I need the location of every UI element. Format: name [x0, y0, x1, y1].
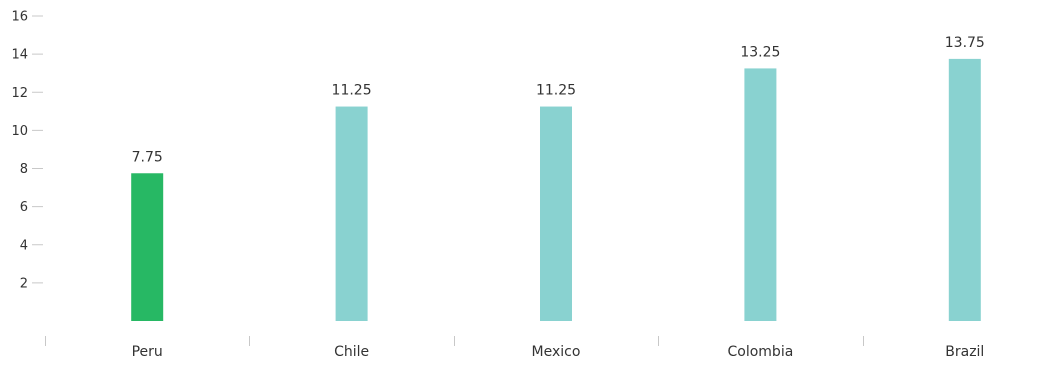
data-label: 11.25 — [536, 83, 576, 99]
bars-group — [131, 58, 981, 321]
y-tick-label: 6 — [20, 200, 28, 215]
bar-brazil — [948, 58, 981, 321]
bar-peru — [131, 173, 164, 321]
x-tick-label: Peru — [132, 344, 163, 360]
y-tick-label: 2 — [20, 276, 28, 291]
bar-mexico — [540, 106, 572, 321]
data-labels-group: 7.75 11.25 11.25 13.25 13.75 — [132, 35, 985, 165]
bar-colombia — [744, 68, 777, 321]
y-tick-label: 10 — [11, 124, 28, 139]
y-tick-label: 14 — [11, 48, 28, 63]
data-label: 7.75 — [132, 149, 163, 165]
y-tick-label: 8 — [20, 162, 28, 177]
x-tick-label: Brazil — [945, 344, 984, 360]
y-tick-label: 16 — [11, 10, 28, 25]
data-label: 11.25 — [332, 83, 372, 99]
y-tick-label: 12 — [11, 86, 28, 101]
bar-chile — [335, 106, 368, 321]
x-tick-label: Colombia — [728, 344, 794, 360]
x-axis: Peru Chile Mexico Colombia Brazil — [45, 336, 984, 360]
y-tick-label: 4 — [20, 238, 28, 253]
data-label: 13.75 — [945, 35, 985, 51]
x-tick-label: Chile — [334, 344, 369, 360]
y-axis: 2 4 6 8 10 12 14 16 — [11, 10, 43, 291]
x-tick-label: Mexico — [532, 344, 581, 360]
data-label: 13.25 — [740, 44, 780, 60]
